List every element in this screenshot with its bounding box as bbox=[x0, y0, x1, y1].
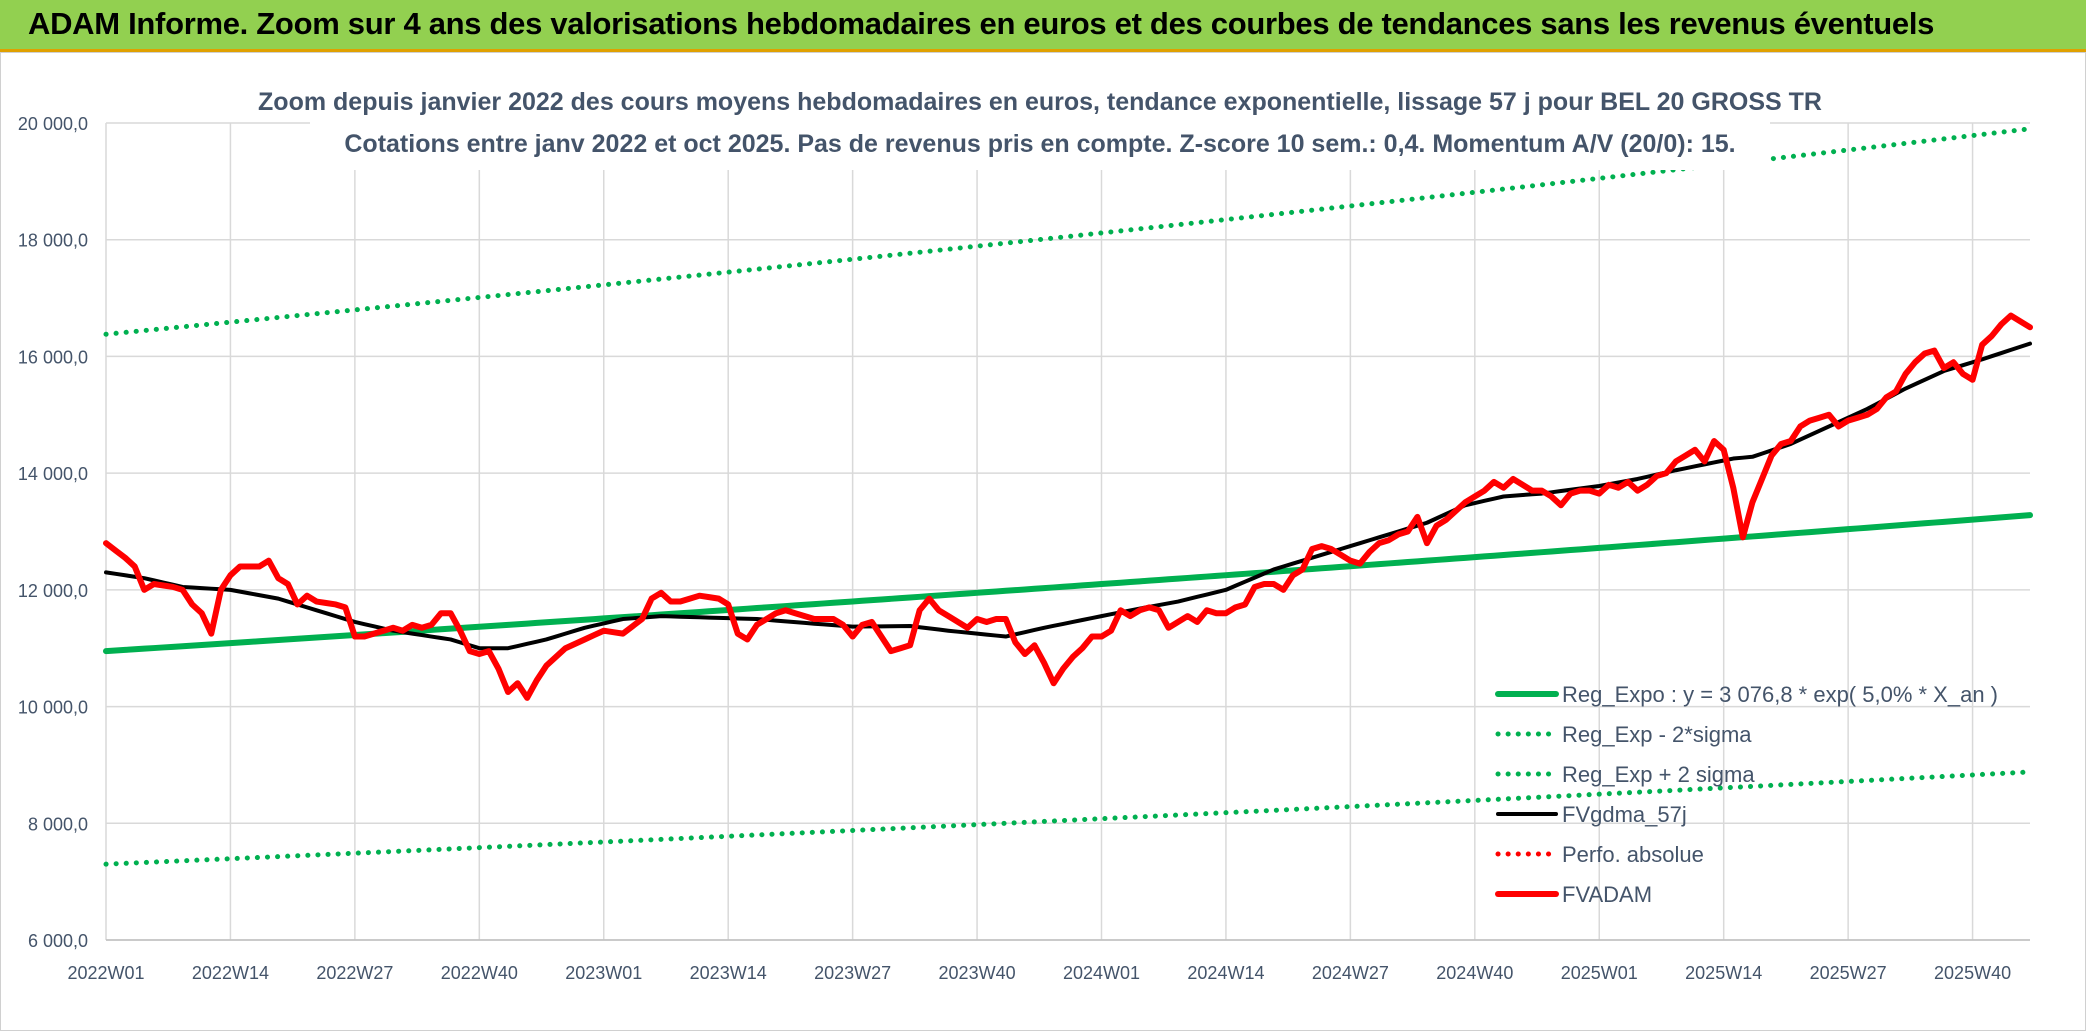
reg-expo-line bbox=[103, 512, 2033, 655]
reg-exp-plus-2sigma-line bbox=[103, 126, 2033, 337]
x-tick-label: 2025W14 bbox=[1685, 963, 1762, 983]
report-title: ADAM Informe. Zoom sur 4 ans des valoris… bbox=[28, 6, 1935, 41]
x-tick-label: 2022W14 bbox=[192, 963, 269, 983]
legend-label: FVADAM bbox=[1562, 882, 1652, 907]
x-tick-label: 2023W01 bbox=[565, 963, 642, 983]
x-tick-label: 2025W01 bbox=[1561, 963, 1638, 983]
chart-subtitle: Cotations entre janv 2022 et oct 2025. P… bbox=[344, 130, 1735, 158]
x-tick-label: 2022W01 bbox=[67, 963, 144, 983]
legend-label: Reg_Exp + 2 sigma bbox=[1562, 762, 1755, 787]
legend-label: Perfo. absolue bbox=[1562, 842, 1704, 867]
y-tick-label: 10 000,0 bbox=[18, 698, 88, 718]
y-tick-label: 20 000,0 bbox=[18, 114, 88, 134]
y-tick-label: 14 000,0 bbox=[18, 464, 88, 484]
x-tick-label: 2025W27 bbox=[1810, 963, 1887, 983]
series-lines bbox=[103, 126, 2033, 867]
fvadam-line bbox=[103, 312, 2033, 701]
y-tick-label: 16 000,0 bbox=[18, 347, 88, 367]
legend: Reg_Expo : y = 3 076,8 * exp( 5,0% * X_a… bbox=[1495, 682, 1998, 907]
y-tick-label: 18 000,0 bbox=[18, 231, 88, 251]
x-tick-label: 2024W14 bbox=[1187, 963, 1264, 983]
axis-ticks: 6 000,0 8 000,0 10 000,0 12 000,0 14 000,0 16… bbox=[18, 114, 2011, 983]
title-background bbox=[310, 76, 1770, 170]
gridlines bbox=[105, 122, 2030, 941]
x-tick-label: 2024W01 bbox=[1063, 963, 1140, 983]
x-tick-label: 2022W27 bbox=[316, 963, 393, 983]
x-tick-label: 2023W14 bbox=[690, 963, 767, 983]
fvgdma-57j-line bbox=[104, 341, 2032, 651]
x-tick-label: 2025W40 bbox=[1934, 963, 2011, 983]
chart-title-block: Zoom depuis janvier 2022 des cours moyen… bbox=[258, 76, 1822, 170]
x-tick-label: 2023W27 bbox=[814, 963, 891, 983]
y-tick-label: 6 000,0 bbox=[28, 931, 88, 951]
x-tick-label: 2024W27 bbox=[1312, 963, 1389, 983]
legend-label: Reg_Exp - 2*sigma bbox=[1562, 722, 1752, 747]
x-tick-label: 2024W40 bbox=[1436, 963, 1513, 983]
x-tick-label: 2023W40 bbox=[939, 963, 1016, 983]
y-tick-label: 8 000,0 bbox=[28, 814, 88, 834]
legend-label: Reg_Expo : y = 3 076,8 * exp( 5,0% * X_a… bbox=[1562, 682, 1998, 707]
y-tick-label: 12 000,0 bbox=[18, 581, 88, 601]
chart-title: Zoom depuis janvier 2022 des cours moyen… bbox=[258, 88, 1822, 116]
x-tick-label: 2022W40 bbox=[441, 963, 518, 983]
legend-label: FVgdma_57j bbox=[1562, 802, 1687, 827]
reg-exp-minus-2sigma-line bbox=[103, 769, 2033, 867]
report-banner: ADAM Informe. Zoom sur 4 ans des valoris… bbox=[0, 0, 2086, 52]
